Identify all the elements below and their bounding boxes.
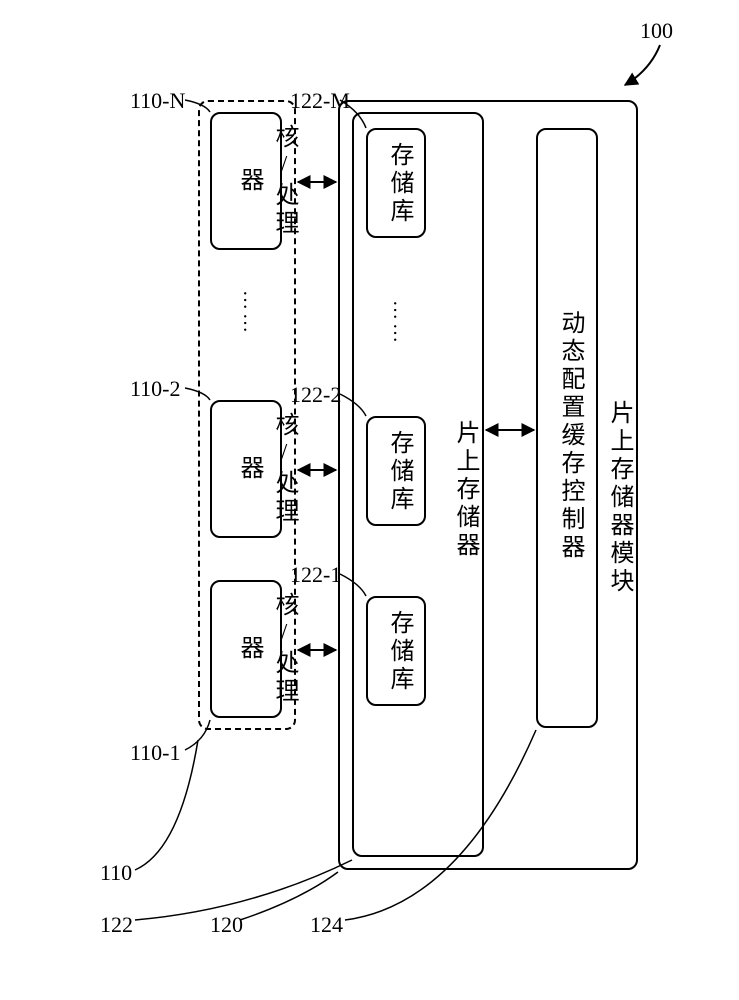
ref-110-N: 110-N bbox=[130, 88, 185, 114]
ref-110: 110 bbox=[100, 860, 132, 886]
bank-1-label: 存储库 bbox=[382, 610, 417, 694]
controller-label: 动态配置缓存控制器 bbox=[553, 310, 588, 562]
ref-122-M: 122-M bbox=[290, 88, 350, 114]
processor-N-label: 核/处理器 bbox=[232, 120, 302, 242]
ref-120: 120 bbox=[210, 912, 243, 938]
bank-M-label: 存储库 bbox=[382, 142, 417, 226]
diagram-canvas: 100 核/处理器 核/处理器 核/处理器 …… 片上存储器模块 片上存储器 存… bbox=[0, 0, 739, 1000]
ref-122-2: 122-2 bbox=[290, 382, 341, 408]
bank-ellipsis: …… bbox=[388, 300, 411, 346]
ref-124: 124 bbox=[310, 912, 343, 938]
ref-122: 122 bbox=[100, 912, 133, 938]
processor-ellipsis: …… bbox=[238, 290, 261, 336]
module-label: 片上存储器模块 bbox=[602, 400, 637, 596]
ref-110-1: 110-1 bbox=[130, 740, 181, 766]
onchip-mem-label: 片上存储器 bbox=[448, 420, 483, 560]
processor-1-label: 核/处理器 bbox=[232, 588, 302, 710]
bank-2-label: 存储库 bbox=[382, 430, 417, 514]
ref-100: 100 bbox=[640, 18, 673, 44]
processor-2-label: 核/处理器 bbox=[232, 408, 302, 530]
ref-110-2: 110-2 bbox=[130, 376, 181, 402]
ref-122-1: 122-1 bbox=[290, 562, 341, 588]
